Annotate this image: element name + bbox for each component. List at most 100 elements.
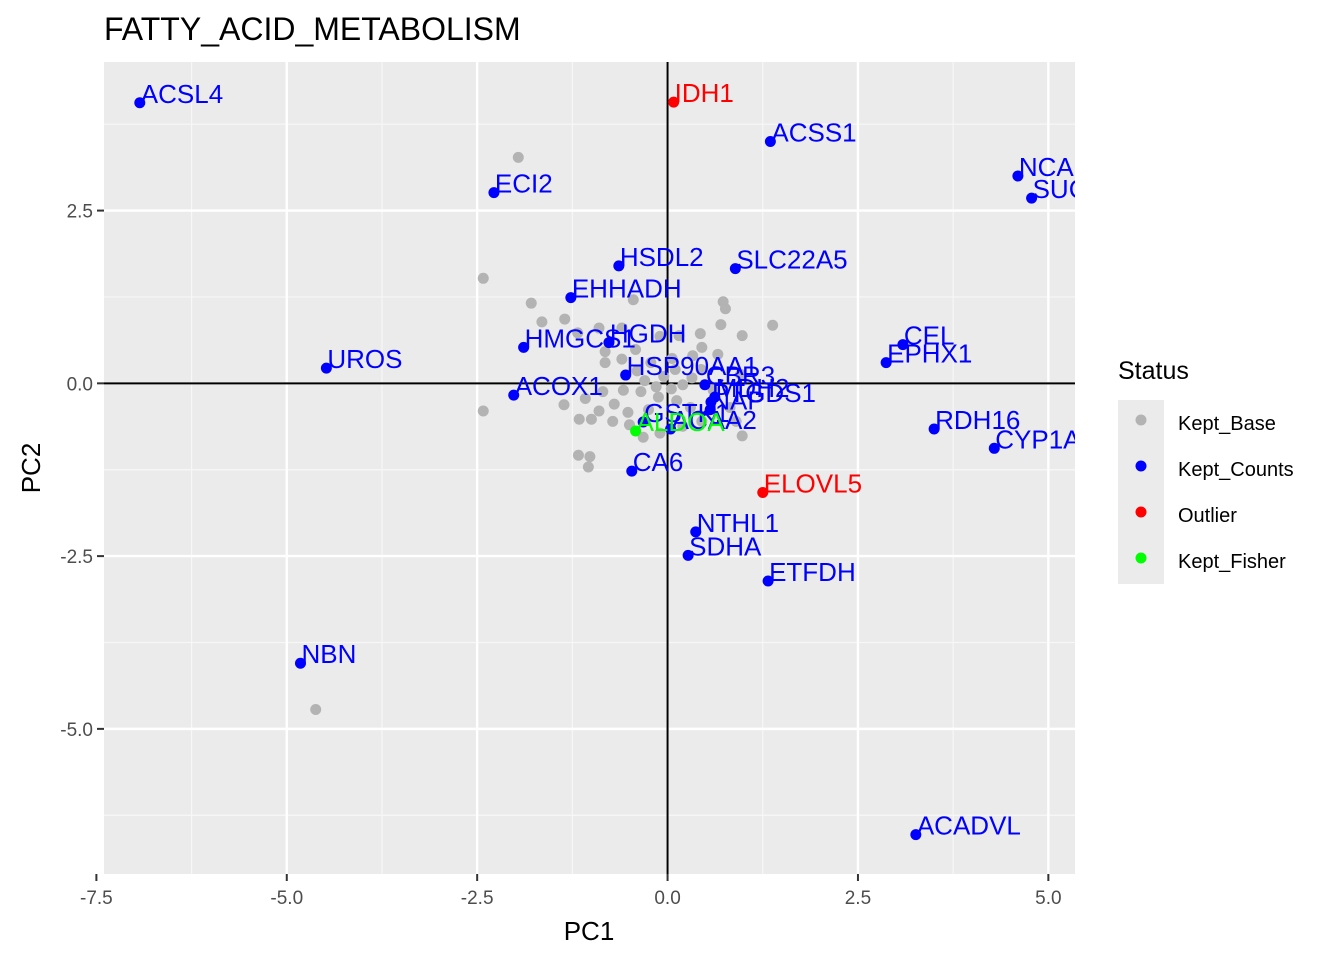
data-point-nthl1 xyxy=(690,526,702,538)
point-label-acss1: ACSS1 xyxy=(771,117,856,147)
data-point-base xyxy=(669,364,681,376)
point-label-mdh2: MDH2 xyxy=(716,373,790,403)
point-label-etfdh: ETFDH xyxy=(769,557,856,587)
data-point-base xyxy=(767,319,779,331)
y-axis: -5.0 -2.5 0.0 2.5 xyxy=(60,202,104,741)
x-axis: -7.5 -5.0 -2.5 0.0 2.5 5.0 xyxy=(80,874,1062,909)
data-point-base xyxy=(582,461,594,473)
data-point-base xyxy=(631,365,643,377)
data-point-base xyxy=(573,413,585,425)
data-point-base xyxy=(645,357,657,369)
point-label-ephx1: EPHX1 xyxy=(887,339,972,369)
point-label-acadvl: ACADVL xyxy=(917,811,1021,841)
point-label-eci2: ECI2 xyxy=(495,169,553,199)
data-point-acadvl xyxy=(910,829,922,841)
data-point-base xyxy=(736,330,748,342)
data-point-hsdl2 xyxy=(613,260,625,272)
data-point-base xyxy=(658,370,670,382)
data-point-base xyxy=(558,399,570,411)
x-tick-label: 0.0 xyxy=(654,888,680,909)
data-point-base xyxy=(630,343,642,355)
grid-minor xyxy=(104,62,1075,874)
data-point-base xyxy=(639,375,651,387)
point-label-sdha: SDHA xyxy=(689,531,762,561)
data-point-base xyxy=(310,704,322,716)
point-label-uros: UROS xyxy=(327,344,402,374)
point-label-slc22a5: SLC22A5 xyxy=(736,245,847,275)
data-point-base xyxy=(572,449,584,461)
point-label-nap: NAP xyxy=(711,386,764,416)
legend-swatch-kept_base xyxy=(1135,414,1147,426)
data-point-base xyxy=(643,404,655,416)
data-point-base xyxy=(715,319,727,331)
data-point-base xyxy=(622,406,634,418)
data-point-ehhadh xyxy=(565,292,577,304)
x-axis-title: PC1 xyxy=(564,916,615,946)
data-point-base xyxy=(712,348,724,360)
point-label-cel: CEL xyxy=(904,321,955,351)
data-point-aldoa xyxy=(630,425,642,437)
data-point-gstk1 xyxy=(637,416,649,428)
data-point-cel xyxy=(897,339,909,351)
data-point-base xyxy=(652,391,664,403)
data-point-base xyxy=(617,384,629,396)
data-point-slc22a5 xyxy=(729,263,741,275)
data-point-hsp90aa1 xyxy=(620,369,632,381)
chart-title: FATTY_ACID_METABOLISM xyxy=(104,11,521,47)
legend: Status Kept_Base Kept_Counts Outlier Kept_F… xyxy=(1118,357,1294,584)
data-point-acox1 xyxy=(508,389,520,401)
data-point-acsl4 xyxy=(134,97,146,109)
point-label-nthl1: NTHL1 xyxy=(697,508,779,538)
data-point-etfdh xyxy=(762,575,774,587)
reference-lines xyxy=(104,62,1075,874)
data-point-uros xyxy=(320,362,332,374)
point-label-nca: NCA xyxy=(1019,152,1075,182)
data-point-base xyxy=(616,322,628,334)
data-point-base xyxy=(677,420,689,432)
data-point-base xyxy=(696,415,708,427)
data-point-base xyxy=(599,357,611,369)
point-label-ca6: CA6 xyxy=(633,447,684,477)
data-point-hgdh xyxy=(603,337,615,349)
data-point-base xyxy=(694,328,706,340)
data-point-elovl5 xyxy=(757,487,769,499)
data-point-cyp1a xyxy=(988,442,1000,454)
legend-label-outlier: Outlier xyxy=(1178,505,1237,527)
data-point-base xyxy=(559,313,571,325)
legend-label-kept_fisher: Kept_Fisher xyxy=(1178,551,1286,573)
data-point-base xyxy=(671,395,683,407)
data-point-base xyxy=(654,427,666,439)
data-point-nap xyxy=(704,404,716,416)
legend-swatch-kept_counts xyxy=(1135,460,1147,472)
point-label-acaa2: ACAA2 xyxy=(672,405,757,435)
data-point-base xyxy=(650,381,662,393)
data-point-base xyxy=(635,386,647,398)
data-point-suc xyxy=(1026,192,1038,204)
labeled-points xyxy=(134,96,1038,841)
x-tick-label: 2.5 xyxy=(845,888,871,909)
data-point-base xyxy=(735,368,747,380)
data-point-base xyxy=(593,322,605,334)
point-label-hmgcs1: HMGCS1 xyxy=(525,323,636,353)
point-label-idh1: IDH1 xyxy=(675,78,734,108)
data-point-rdh16 xyxy=(928,423,940,435)
legend-swatch-kept_fisher xyxy=(1135,552,1147,564)
data-point-base xyxy=(579,393,591,405)
point-label-ptgds1: PTGDS1 xyxy=(712,378,816,408)
data-point-idh1 xyxy=(668,96,680,108)
x-tick-label: 5.0 xyxy=(1035,888,1061,909)
data-point-base xyxy=(673,330,685,342)
data-point-base xyxy=(536,316,548,328)
data-point-base xyxy=(695,364,707,376)
point-label-hgdh: HGDH xyxy=(610,319,687,349)
data-point-sdha xyxy=(682,549,694,561)
legend-swatch-outlier xyxy=(1135,506,1147,518)
data-point-nca xyxy=(1012,170,1024,182)
data-point-base xyxy=(607,415,619,427)
data-point-base xyxy=(684,402,696,414)
y-tick-label: 0.0 xyxy=(67,374,93,395)
data-point-base xyxy=(654,330,666,342)
data-point-base xyxy=(584,451,596,463)
base-points xyxy=(310,151,779,716)
